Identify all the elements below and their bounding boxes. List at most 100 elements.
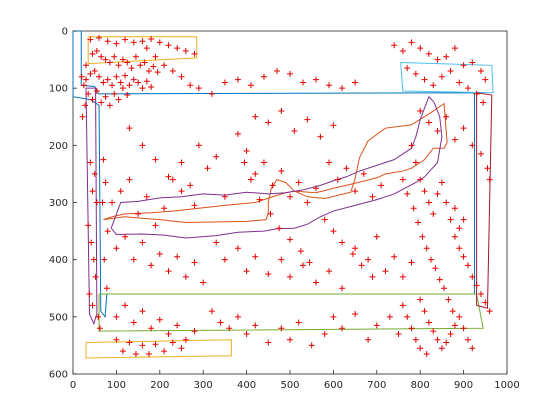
data-point-20 [119,56,126,63]
data-point-243 [339,285,346,292]
data-point-29 [83,62,90,69]
data-point-132 [436,276,443,283]
data-point-108 [477,150,484,157]
data-point-256 [152,222,159,229]
data-point-95 [438,73,445,80]
data-point-141 [473,282,480,289]
data-point-209 [278,325,285,332]
data-point-33 [100,79,107,86]
data-point-205 [234,313,241,320]
data-point-123 [460,216,467,223]
data-point-84 [434,56,441,63]
data-point-148 [430,328,437,335]
data-point-164 [87,159,94,166]
data-point-98 [464,85,471,92]
data-point-116 [430,210,437,217]
data-point-271 [287,193,293,200]
data-point-226 [156,250,163,257]
data-point-305 [152,156,159,163]
data-point-8 [156,39,163,46]
data-point-206 [243,330,250,337]
data-point-235 [243,268,250,275]
data-point-224 [139,239,146,246]
data-point-274 [313,185,320,192]
data-point-161 [412,336,419,343]
data-point-153 [451,322,458,329]
data-point-270 [278,168,285,175]
x-tick-label-0: 0 [70,380,76,391]
outline-6 [476,92,493,309]
data-point-60 [143,45,150,52]
data-point-180 [101,256,108,263]
data-point-53 [119,85,126,92]
data-point-212 [308,342,315,349]
data-point-155 [460,325,467,332]
data-point-34 [104,76,111,83]
data-point-250 [408,259,415,266]
data-point-103 [434,128,441,135]
data-point-242 [326,268,333,275]
data-point-136 [451,233,458,240]
data-point-198 [152,341,159,348]
data-point-83 [425,50,432,57]
data-point-234 [234,245,241,252]
y-tick-label-3: 300 [49,198,68,209]
data-point-214 [330,313,337,320]
data-point-86 [451,45,458,52]
data-point-233 [221,256,228,263]
data-point-230 [191,259,198,266]
data-point-307 [178,188,185,195]
data-point-5 [130,39,137,46]
data-point-216 [352,310,359,317]
data-point-160 [408,325,415,332]
data-point-69 [234,76,241,83]
data-point-273 [304,199,311,206]
data-point-143 [482,299,489,306]
data-point-125 [404,190,411,197]
data-point-140 [469,273,476,280]
data-point-139 [464,262,471,269]
data-point-215 [339,325,346,332]
data-point-272 [295,179,302,186]
data-point-77 [339,85,346,92]
data-point-135 [449,308,456,315]
data-point-204 [226,325,233,332]
data-point-179 [104,228,111,235]
data-point-299 [339,239,346,246]
data-point-306 [165,173,172,180]
x-tick-label-5: 500 [280,380,299,391]
data-point-10 [174,45,181,52]
data-point-232 [213,239,220,246]
data-point-254 [135,210,142,217]
data-point-68 [221,79,228,86]
outline-7 [85,339,232,359]
data-point-241 [313,279,320,286]
y-tick-label-2: 200 [49,141,68,152]
data-point-9 [165,42,172,49]
data-point-217 [365,336,372,343]
data-point-124 [399,176,406,183]
x-tick-label-10: 1000 [494,380,519,391]
data-point-16 [102,56,109,63]
data-point-173 [89,302,96,309]
data-point-31 [91,68,98,75]
data-point-65 [187,82,194,89]
data-point-26 [145,68,152,75]
data-point-17 [106,59,113,66]
data-point-131 [432,265,439,272]
data-point-46 [89,96,96,103]
data-point-54 [124,92,131,99]
data-point-62 [161,62,168,69]
data-point-290 [247,176,254,183]
data-point-185 [139,308,146,315]
data-point-115 [425,199,432,206]
data-point-263 [213,153,220,160]
data-point-150 [438,345,445,352]
data-point-170 [90,256,97,263]
data-point-0 [87,36,94,43]
data-point-176 [100,156,107,163]
data-point-58 [82,102,89,109]
data-point-7 [148,36,155,43]
data-point-208 [265,339,272,346]
data-point-91 [404,65,411,72]
